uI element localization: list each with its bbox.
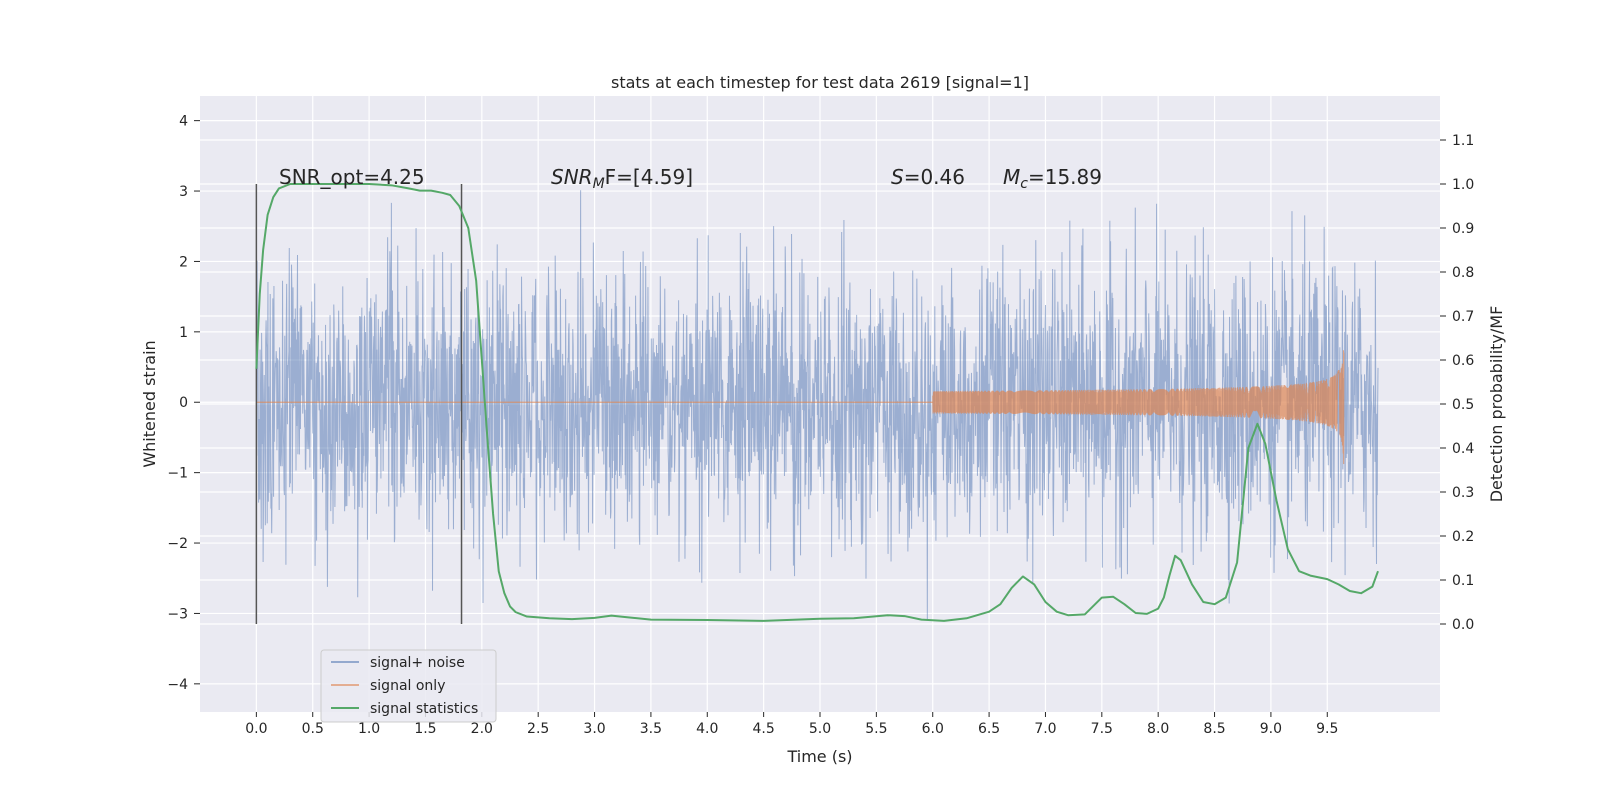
snr-mf-name: SNR — [551, 165, 593, 189]
x-tick-label: 2.0 — [471, 721, 493, 737]
y-axis-left: 4 3 2 1 0 −1 −2 −3 −4 — [167, 114, 200, 693]
mc-value: =15.89 — [1028, 165, 1102, 189]
annotation-s: S=0.46 — [891, 165, 965, 189]
mc-sub: c — [1020, 176, 1028, 192]
y-axis-title: Whitened strain — [140, 340, 159, 467]
signal-statistics-line — [255, 183, 1379, 622]
y-right-tick-label: 0.9 — [1452, 221, 1474, 237]
y-right-tick-label: 0.2 — [1452, 529, 1474, 545]
y-axis-right-title: Detection probability/MF — [1487, 306, 1506, 503]
threshold-lines — [255, 184, 463, 624]
legend-label-stat: signal statistics — [370, 701, 478, 717]
y-tick-label: 4 — [179, 114, 188, 130]
x-tick-label: 6.5 — [978, 721, 1000, 737]
x-tick-label: 7.5 — [1091, 721, 1113, 737]
x-tick-label: 8.5 — [1203, 721, 1225, 737]
y-right-tick-label: 0.3 — [1452, 485, 1474, 501]
y-tick-label: −3 — [167, 606, 188, 622]
x-axis-title: Time (s) — [786, 747, 852, 766]
y-tick-label: −1 — [167, 466, 188, 482]
x-tick-label: 1.0 — [358, 721, 380, 737]
x-tick-label: 9.0 — [1260, 721, 1282, 737]
snr-mf-tail: F=[4.59] — [605, 165, 693, 189]
annotation-snr-opt: SNR_opt=4.25 — [279, 165, 425, 189]
y-right-tick-label: 0.6 — [1452, 353, 1474, 369]
y-right-tick-label: 0.4 — [1452, 441, 1474, 457]
y-right-tick-label: 1.0 — [1452, 177, 1474, 193]
y-axis-right: 1.1 1.0 0.9 0.8 0.7 0.6 0.5 0.4 0.3 0.2 0.1 0.0 — [1440, 133, 1474, 633]
y-right-tick-label: 0.5 — [1452, 397, 1474, 413]
x-tick-label: 3.0 — [583, 721, 605, 737]
y-tick-label: 0 — [179, 395, 188, 411]
y-tick-label: 3 — [179, 184, 188, 200]
x-tick-label: 0.0 — [245, 721, 267, 737]
y-tick-label: 1 — [179, 325, 188, 341]
annotation-snr-mf: SNRMF=[4.59] — [551, 165, 693, 192]
y-tick-label: −2 — [167, 536, 188, 552]
signal-only-line — [932, 350, 1345, 465]
legend-label-signal: signal only — [370, 678, 445, 694]
signal-statistics-trace — [255, 183, 1379, 622]
x-tick-label: 7.0 — [1034, 721, 1056, 737]
x-tick-label: 0.5 — [302, 721, 324, 737]
y-right-tick-label: 0.0 — [1452, 617, 1474, 633]
y-right-tick-label: 1.1 — [1452, 133, 1474, 149]
x-tick-label: 4.5 — [753, 721, 775, 737]
x-tick-label: 9.5 — [1316, 721, 1338, 737]
legend: signal+ noise signal only signal statist… — [320, 649, 497, 723]
chart-title: stats at each timestep for test data 261… — [611, 73, 1029, 92]
x-tick-label: 3.5 — [640, 721, 662, 737]
s-value: =0.46 — [904, 165, 965, 189]
x-tick-label: 4.0 — [696, 721, 718, 737]
x-tick-label: 5.0 — [809, 721, 831, 737]
y-tick-label: −4 — [167, 677, 188, 693]
chirp-trace — [256, 350, 1345, 465]
x-tick-label: 1.5 — [414, 721, 436, 737]
legend-box — [320, 649, 497, 723]
mc-name: M — [1003, 165, 1020, 189]
noise-trace — [255, 190, 1379, 620]
snr-mf-sub: M — [593, 176, 605, 192]
annotation-mc: Mc=15.89 — [1003, 165, 1102, 192]
x-tick-label: 5.5 — [865, 721, 887, 737]
x-axis: 0.0 0.5 1.0 1.5 2.0 2.5 3.0 3.5 4.0 4.5 5.0 5.5 6.0 6… — [245, 712, 1338, 737]
signal-noise-line — [255, 190, 1379, 620]
y-tick-label: 2 — [179, 254, 188, 270]
legend-label-noise: signal+ noise — [370, 655, 465, 671]
x-tick-label: 8.0 — [1147, 721, 1169, 737]
y-right-tick-label: 0.1 — [1452, 573, 1474, 589]
x-tick-label: 6.0 — [922, 721, 944, 737]
y-right-tick-label: 0.7 — [1452, 309, 1474, 325]
y-right-tick-label: 0.8 — [1452, 265, 1474, 281]
s-name: S — [891, 165, 904, 189]
x-tick-label: 2.5 — [527, 721, 549, 737]
